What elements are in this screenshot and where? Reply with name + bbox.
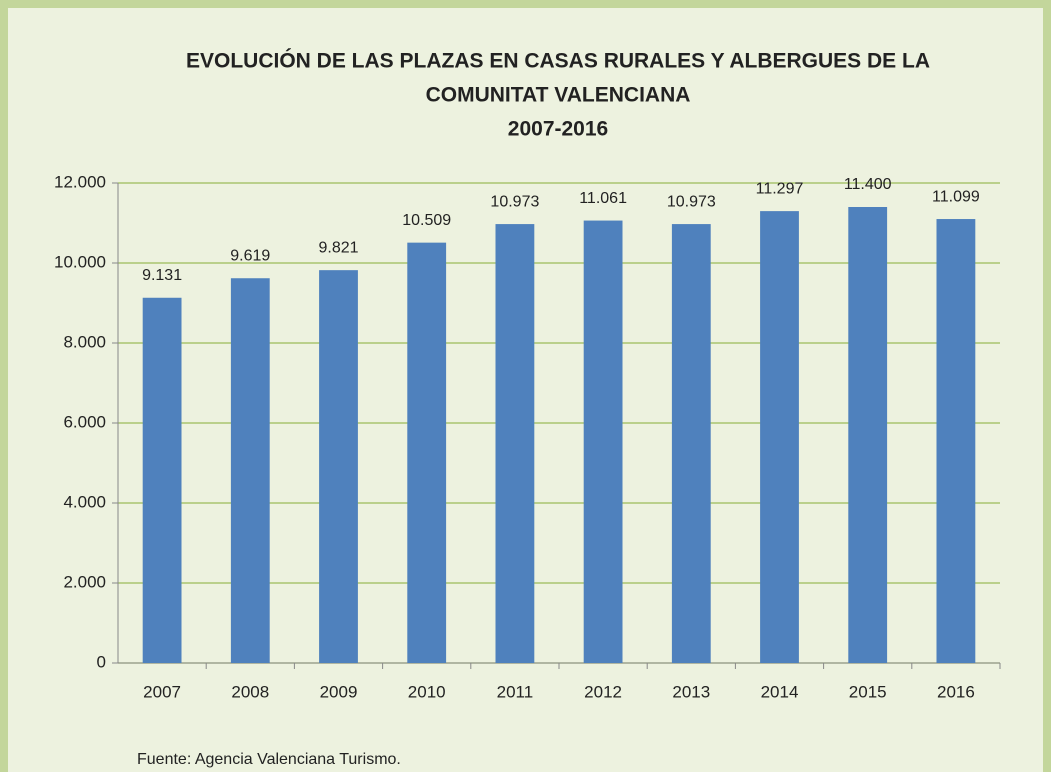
- y-tick-label: 4.000: [63, 492, 106, 511]
- value-label: 10.973: [490, 193, 539, 210]
- bar: [671, 224, 711, 663]
- bar: [407, 242, 447, 663]
- bar: [495, 224, 535, 663]
- bar: [848, 207, 888, 663]
- y-tick-label: 2.000: [63, 572, 106, 591]
- x-tick-label: 2016: [937, 682, 975, 701]
- chart-title: 2007-2016: [508, 118, 608, 141]
- bar: [936, 219, 976, 664]
- x-tick-label: 2011: [497, 682, 534, 701]
- value-label: 10.509: [402, 212, 451, 229]
- value-label: 9.619: [230, 247, 270, 264]
- bar: [142, 297, 182, 663]
- bar: [230, 278, 270, 663]
- x-tick-label: 2008: [231, 682, 269, 701]
- y-tick-label: 12.000: [54, 172, 106, 191]
- value-label: 11.061: [579, 190, 627, 207]
- y-tick-label: 0: [97, 652, 106, 671]
- y-tick-label: 6.000: [63, 412, 106, 431]
- x-tick-label: 2009: [320, 682, 358, 701]
- x-tick-label: 2014: [761, 682, 799, 701]
- x-tick-label: 2013: [672, 682, 710, 701]
- value-label: 11.400: [844, 176, 892, 193]
- bar: [319, 270, 358, 663]
- source-note: Fuente: Agencia Valenciana Turismo.: [137, 751, 401, 768]
- value-label: 11.297: [756, 180, 804, 197]
- x-tick-label: 2007: [143, 682, 181, 701]
- value-label: 9.131: [142, 267, 182, 284]
- y-tick-label: 8.000: [63, 332, 106, 351]
- value-label: 9.821: [318, 239, 358, 256]
- value-label: 10.973: [667, 193, 716, 210]
- chart-title: EVOLUCIÓN DE LAS PLAZAS EN CASAS RURALES…: [186, 49, 930, 73]
- y-tick-label: 10.000: [54, 252, 106, 271]
- bar: [583, 220, 623, 663]
- chart-title: COMUNITAT VALENCIANA: [426, 84, 691, 107]
- x-tick-label: 2015: [849, 682, 887, 701]
- value-label: 11.099: [932, 188, 980, 205]
- bar: [760, 211, 799, 663]
- x-tick-label: 2010: [408, 682, 446, 701]
- x-tick-label: 2012: [584, 682, 622, 701]
